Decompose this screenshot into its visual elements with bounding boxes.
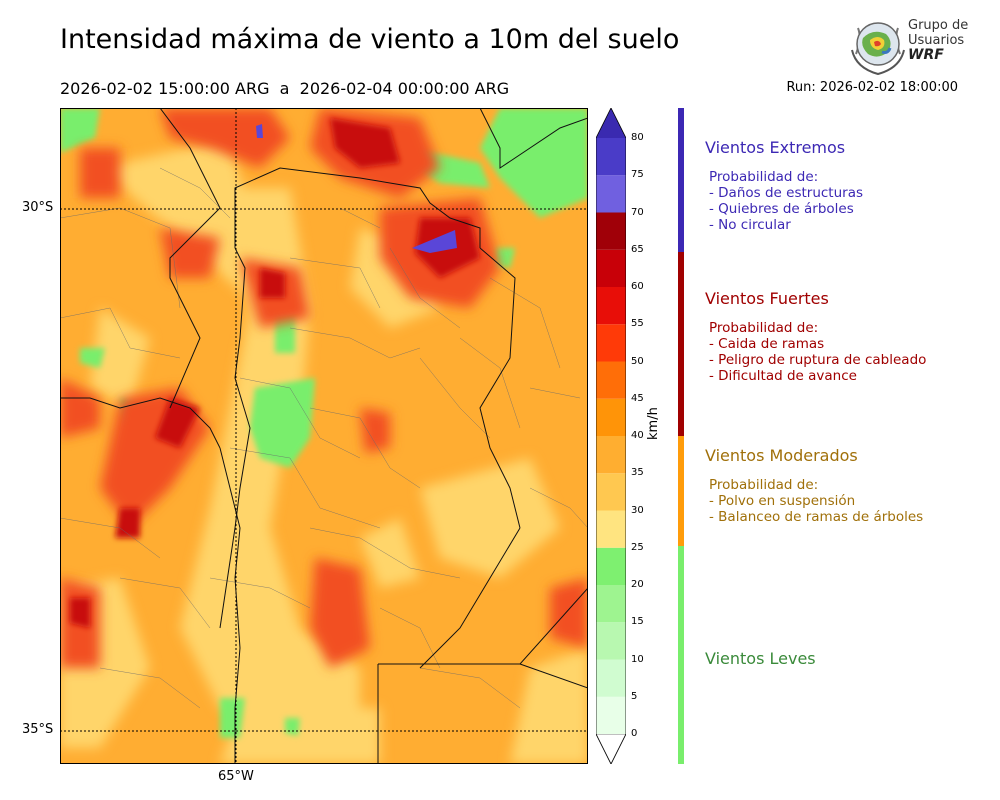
category-bar (678, 108, 684, 764)
colorbar-band (596, 212, 626, 250)
logo-line-1: Grupo de (908, 18, 969, 33)
category-title: Vientos Leves (705, 649, 816, 668)
desc-header: Probabilidad de: (709, 320, 819, 336)
logo-text: Grupo de Usuarios WRF (908, 18, 968, 63)
colorbar-band (596, 436, 626, 474)
colorbar-band (596, 547, 626, 585)
globe-logo-icon (851, 22, 905, 76)
desc-item: - Caida de ramas (709, 336, 825, 352)
colorbar-band (596, 398, 626, 436)
wind-field-extreme (412, 230, 457, 253)
colorbar-tick-label: 80 (631, 132, 644, 143)
colorbar-band (596, 585, 626, 623)
desc-item: - Quiebres de árboles (709, 201, 854, 217)
colorbar-band (596, 249, 626, 287)
colorbar-tick-label: 45 (631, 392, 644, 404)
colorbar-tick-label: 20 (631, 579, 644, 590)
desc-item: - Peligro de ruptura de cableado (709, 352, 927, 368)
desc-item: - Balanceo de ramas de árboles (709, 509, 924, 525)
colorbar-tick-label: 25 (631, 541, 644, 553)
colorbar-extend-low (596, 733, 626, 764)
colorbar-band (596, 510, 626, 548)
category-title: Vientos Extremos (705, 138, 846, 157)
colorbar-band (596, 287, 626, 325)
forecast-period: 2026-02-02 15:00:00 ARG a 2026-02-04 00:… (60, 79, 509, 98)
category-moderate: Vientos Moderados Probabilidad de: - Pol… (705, 446, 923, 525)
colorbar-tick-label: 55 (631, 318, 644, 330)
colorbar-band (596, 324, 626, 362)
colorbar-tick-label: 65 (631, 243, 644, 255)
colorbar-band (596, 659, 626, 697)
desc-item: - Daños de estructuras (709, 185, 864, 201)
category-description: Probabilidad de: - Caida de ramas - Peli… (705, 320, 926, 384)
category-strong: Vientos Fuertes Probabilidad de: - Caida… (705, 289, 926, 384)
desc-item: - Polvo en suspensión (709, 493, 856, 509)
desc-header: Probabilidad de: (709, 169, 819, 185)
run-timestamp: Run: 2026-02-02 18:00:00 (786, 80, 958, 95)
colorbar-band (596, 696, 626, 734)
colorbar-tick-label: 70 (631, 206, 644, 218)
period-separator: a (279, 79, 290, 98)
colorbar-extend-high (596, 108, 626, 138)
colorbar-tick-label: 15 (631, 616, 644, 628)
colorbar-band (596, 138, 626, 176)
category-extreme: Vientos Extremos Probabilidad de: - Daño… (705, 138, 863, 233)
colorbar-tick-label: 0 (631, 728, 638, 739)
map-title: Intensidad máxima de viento a 10m del su… (60, 24, 680, 55)
category-description: Probabilidad de: - Polvo en suspensión -… (705, 477, 923, 525)
colorbar-band (596, 473, 626, 511)
desc-item: - No circular (709, 217, 791, 233)
colorbar-tick-label: 60 (631, 281, 644, 292)
colorbar-band (596, 622, 626, 660)
logo-wrf: WRF (908, 47, 944, 63)
colorbar-tick-label: 50 (631, 355, 644, 367)
colorbar-tick-label: 75 (631, 169, 644, 181)
period-start: 2026-02-02 15:00:00 ARG (60, 79, 270, 98)
lat-label-35s: 35°S (22, 722, 54, 737)
category-light: Vientos Leves (705, 649, 816, 668)
logo-line-2: Usuarios (908, 33, 965, 48)
category-title: Vientos Moderados (705, 446, 858, 465)
colorbar-tick-label: 35 (631, 467, 644, 479)
desc-item: - Dificultad de avance (709, 368, 857, 384)
colorbar-unit: km/h (646, 407, 661, 440)
colorbar-tick-label: 5 (631, 690, 638, 702)
lat-label-30s: 30°S (22, 200, 54, 215)
wind-map (60, 108, 588, 764)
colorbar-band (596, 361, 626, 399)
colorbar-band (596, 175, 626, 213)
category-description: Probabilidad de: - Daños de estructuras … (705, 169, 863, 233)
colorbar-tick-label: 40 (631, 430, 644, 441)
graticule (60, 108, 588, 764)
department-borders (60, 167, 588, 709)
province-borders (60, 108, 588, 764)
colorbar-tick-label: 10 (631, 653, 644, 665)
colorbar-tick-label: 30 (631, 504, 644, 516)
period-end: 2026-02-04 00:00:00 ARG (299, 79, 510, 98)
category-title: Vientos Fuertes (705, 289, 829, 308)
desc-header: Probabilidad de: (709, 477, 819, 493)
lon-label-65w: 65°W (218, 769, 254, 784)
colorbar (596, 108, 626, 764)
